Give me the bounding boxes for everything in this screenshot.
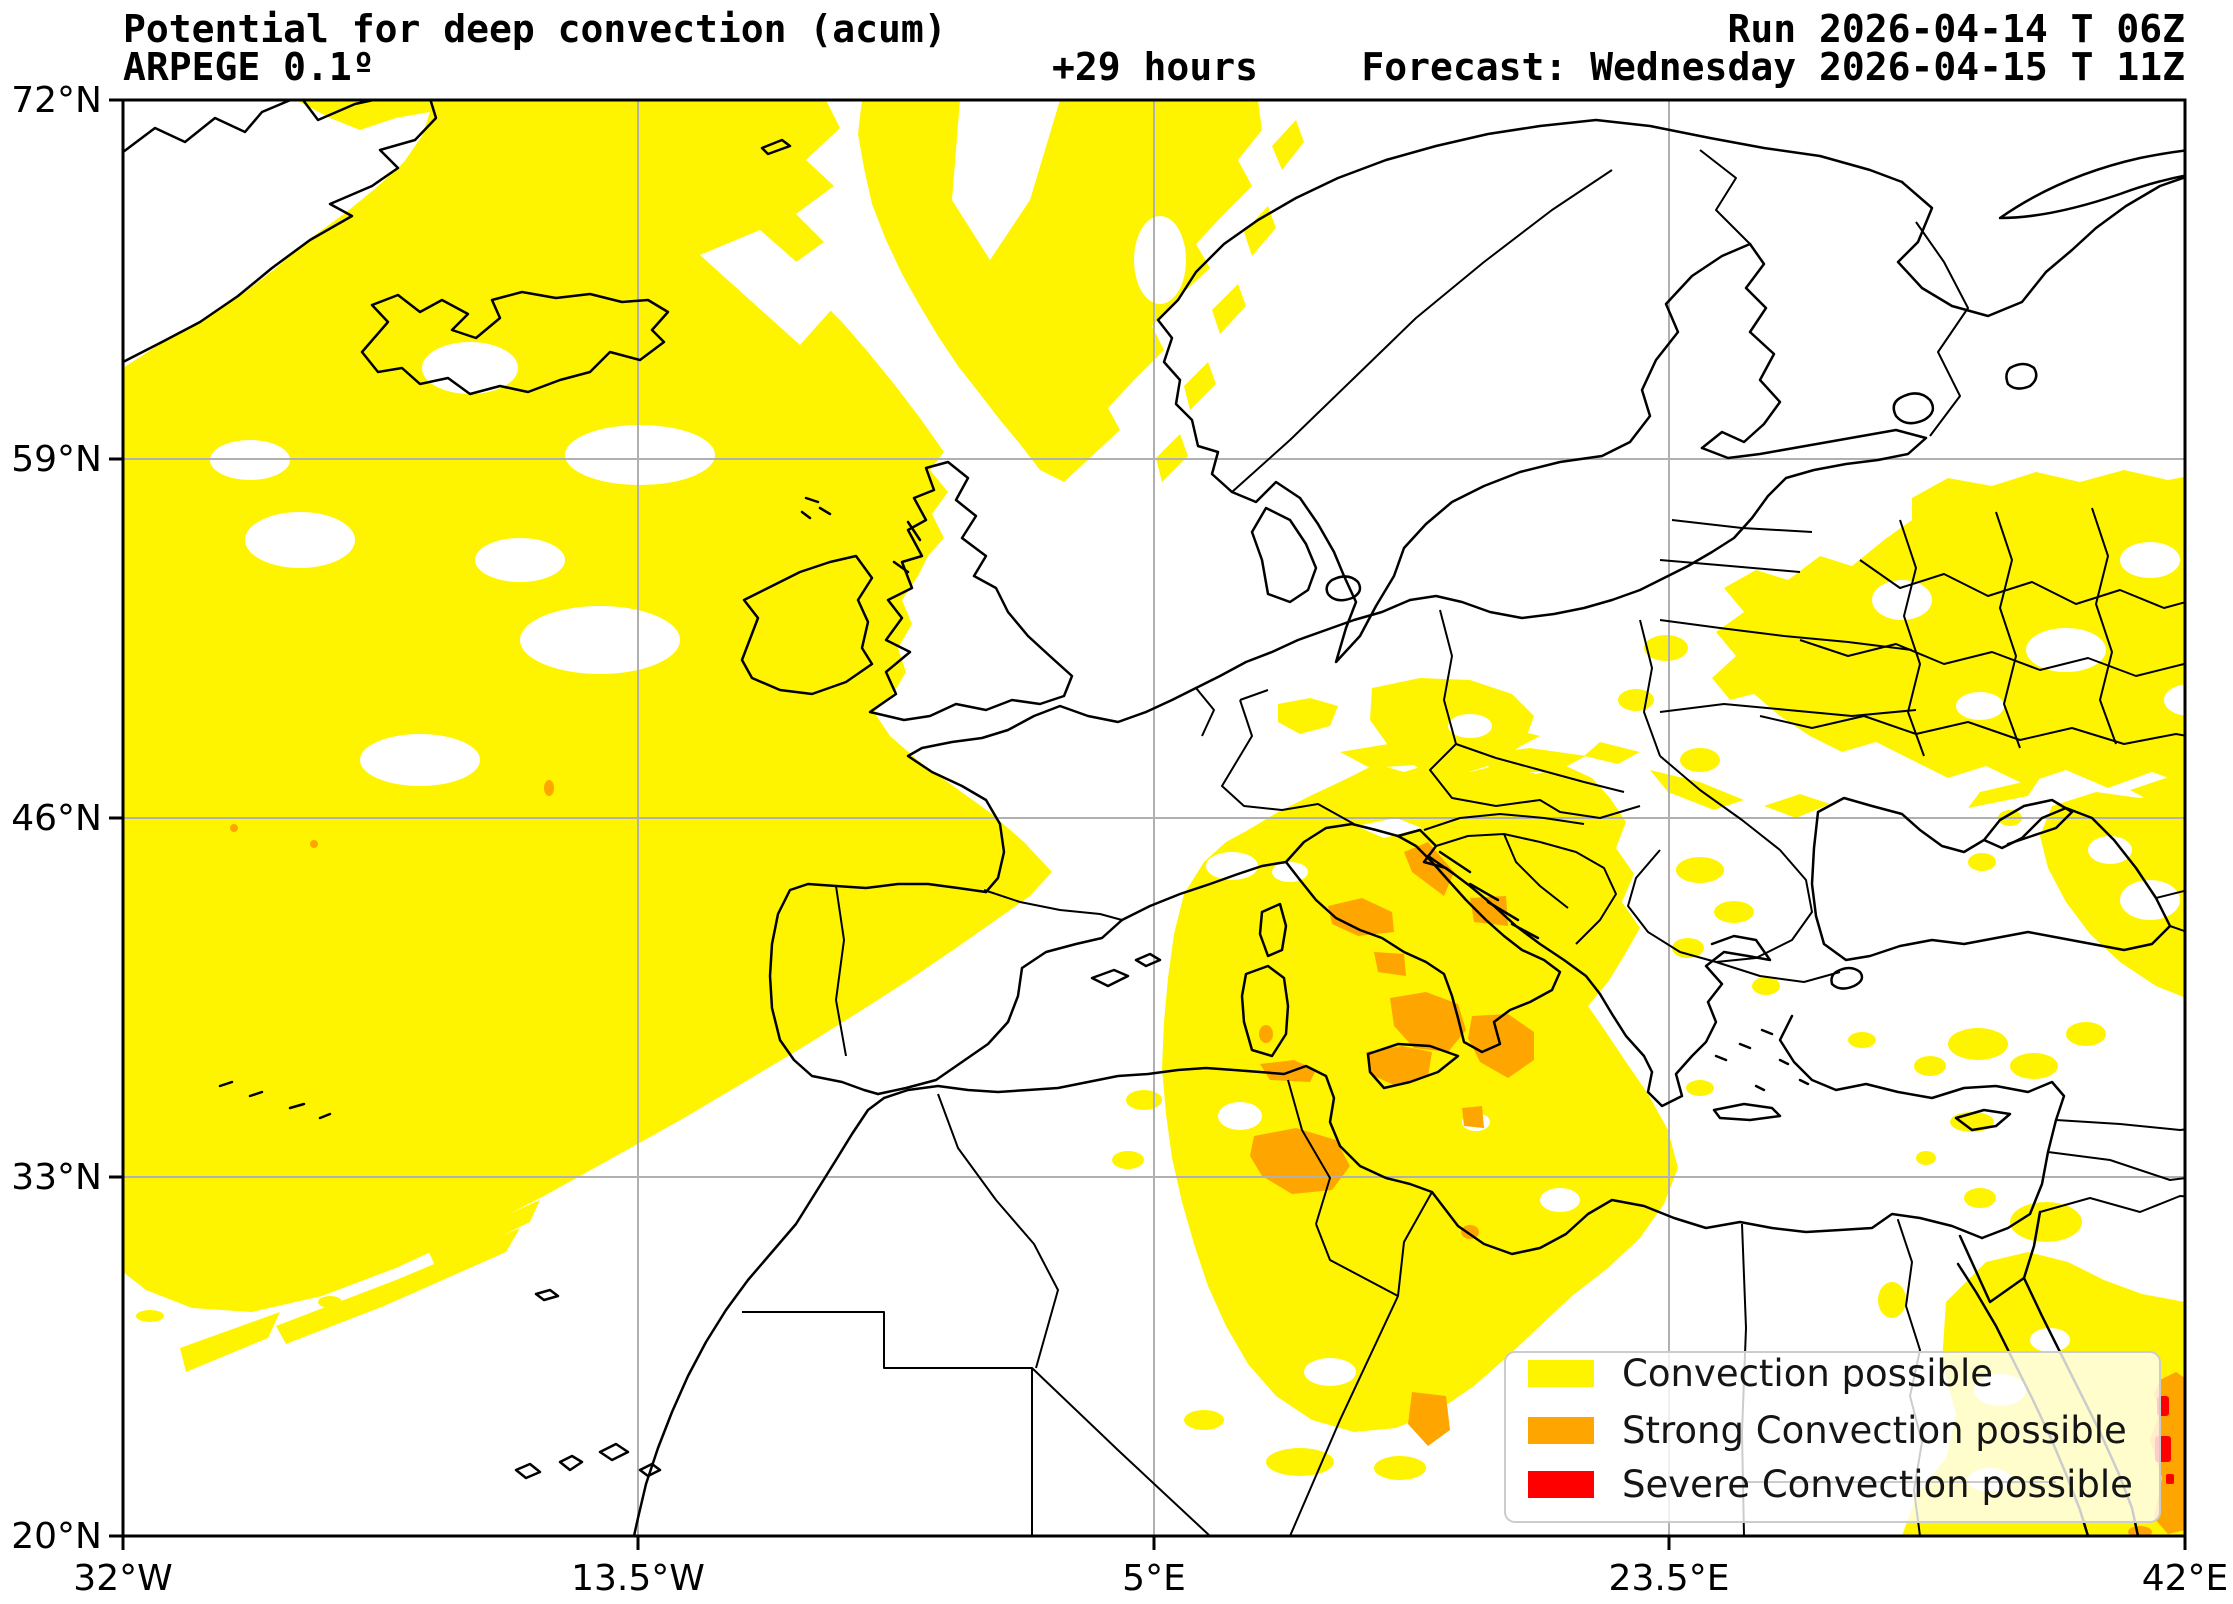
lead-time-label: +29 hours bbox=[1052, 45, 1258, 89]
coastline-france-west bbox=[906, 704, 1148, 894]
coastline-morocco-atlantic bbox=[632, 1096, 886, 1536]
legend-label-strong: Strong Convection possible bbox=[1622, 1409, 2127, 1452]
strong-region-central-italy bbox=[1328, 898, 1394, 936]
legend-swatch-strong bbox=[1528, 1417, 1594, 1444]
convection-region-eastern-europe bbox=[1712, 470, 2185, 788]
coastline-turkey-west-south bbox=[1778, 1014, 2066, 1122]
run-label: Run 2026-04-14 T 06Z bbox=[1727, 7, 2185, 51]
coastline-kanin bbox=[1998, 149, 2185, 220]
strong-region-sicily bbox=[1366, 1046, 1432, 1086]
convection-region-atlantic bbox=[123, 100, 1052, 1312]
longitude-axis: 32°W 13.5°W 5°E 23.5°E 42°E bbox=[73, 1558, 2228, 1599]
islands-canary bbox=[514, 1442, 662, 1480]
coastline-jan-mayen bbox=[760, 138, 792, 156]
lake-ladoga bbox=[1892, 392, 1935, 425]
sea-of-marmara bbox=[1830, 966, 1864, 990]
coastline-iberia-mediterranean bbox=[876, 918, 1124, 1096]
coastline-norway bbox=[1156, 118, 1904, 494]
island-cyprus bbox=[1954, 1108, 2012, 1132]
coastline-iberia-atlantic bbox=[768, 882, 988, 1096]
coastline-gulf-of-finland bbox=[1408, 428, 1928, 620]
coastline-south-baltic bbox=[1144, 598, 1412, 714]
legend-label-convection: Convection possible bbox=[1622, 1352, 1993, 1395]
island-sardinia bbox=[1240, 964, 1290, 1058]
coastline-denmark bbox=[1250, 506, 1318, 604]
coastline-faroe bbox=[800, 496, 832, 520]
strong-region-calabria bbox=[1468, 1014, 1534, 1078]
lat-tick-label: 59°N bbox=[11, 439, 102, 480]
island-crete bbox=[1712, 1102, 1782, 1122]
legend-swatch-convection bbox=[1528, 1360, 1594, 1387]
latitude-axis: 72°N 59°N 46°N 33°N 20°N bbox=[11, 80, 102, 1557]
coastline-white-sea bbox=[1896, 175, 2185, 318]
lat-tick-label: 46°N bbox=[11, 798, 102, 839]
strong-region-croatia-coast bbox=[1404, 842, 1454, 896]
legend-swatch-severe bbox=[1528, 1471, 1594, 1498]
model-label: ARPEGE 0.1º bbox=[123, 45, 375, 89]
coastline-ireland bbox=[740, 554, 874, 696]
coastline-levant bbox=[1980, 1118, 2058, 1240]
convection-region-mediterranean bbox=[1162, 762, 1678, 1432]
lon-tick-label: 32°W bbox=[73, 1558, 172, 1599]
islands-balearic bbox=[1090, 952, 1162, 988]
coastline-baltic-west bbox=[1230, 242, 1752, 664]
lon-tick-label: 5°E bbox=[1122, 1558, 1186, 1599]
coastline-greece bbox=[1646, 934, 1772, 1108]
lon-tick-label: 13.5°W bbox=[571, 1558, 705, 1599]
coastline-france-mediterranean bbox=[1120, 860, 1288, 922]
coastline-sinai bbox=[1958, 1210, 2042, 1304]
lake-onega bbox=[2005, 362, 2038, 390]
axis-tick-marks bbox=[109, 98, 2187, 1550]
island-madeira bbox=[534, 1288, 560, 1302]
legend-label-severe: Severe Convection possible bbox=[1622, 1463, 2133, 1506]
lon-tick-label: 23.5°E bbox=[1609, 1558, 1730, 1599]
graticule bbox=[123, 100, 2185, 1536]
lon-tick-label: 42°E bbox=[2142, 1558, 2229, 1599]
coastline-italy-north bbox=[1284, 822, 1400, 864]
map-legend: Convection possible Strong Convection po… bbox=[1504, 1351, 2161, 1523]
forecast-label: Forecast: Wednesday 2026-04-15 T 11Z bbox=[1361, 45, 2185, 89]
coastline-great-britain bbox=[868, 460, 1074, 722]
coastline-greenland bbox=[123, 100, 438, 364]
coastline-sea-of-azov bbox=[1982, 798, 2074, 846]
coastline-north-africa bbox=[882, 1064, 1984, 1256]
coastline-bothnia-east bbox=[1700, 242, 1782, 450]
legend-box bbox=[1504, 1351, 2161, 1523]
islands-azores bbox=[218, 1080, 332, 1120]
coastlines bbox=[123, 100, 2185, 1536]
island-corsica bbox=[1258, 902, 1288, 958]
lat-tick-label: 20°N bbox=[11, 1516, 102, 1557]
island-sicily bbox=[1366, 1042, 1460, 1090]
coastline-italy-west bbox=[1284, 834, 1562, 1054]
lat-tick-label: 72°N bbox=[11, 80, 102, 121]
strong-region-south-italy bbox=[1390, 992, 1466, 1052]
coastline-iceland bbox=[360, 290, 670, 396]
lat-tick-label: 33°N bbox=[11, 1157, 102, 1198]
coastline-adriatic-east bbox=[1396, 828, 1654, 1074]
page-title: Potential for deep convection (acum) bbox=[123, 7, 947, 51]
